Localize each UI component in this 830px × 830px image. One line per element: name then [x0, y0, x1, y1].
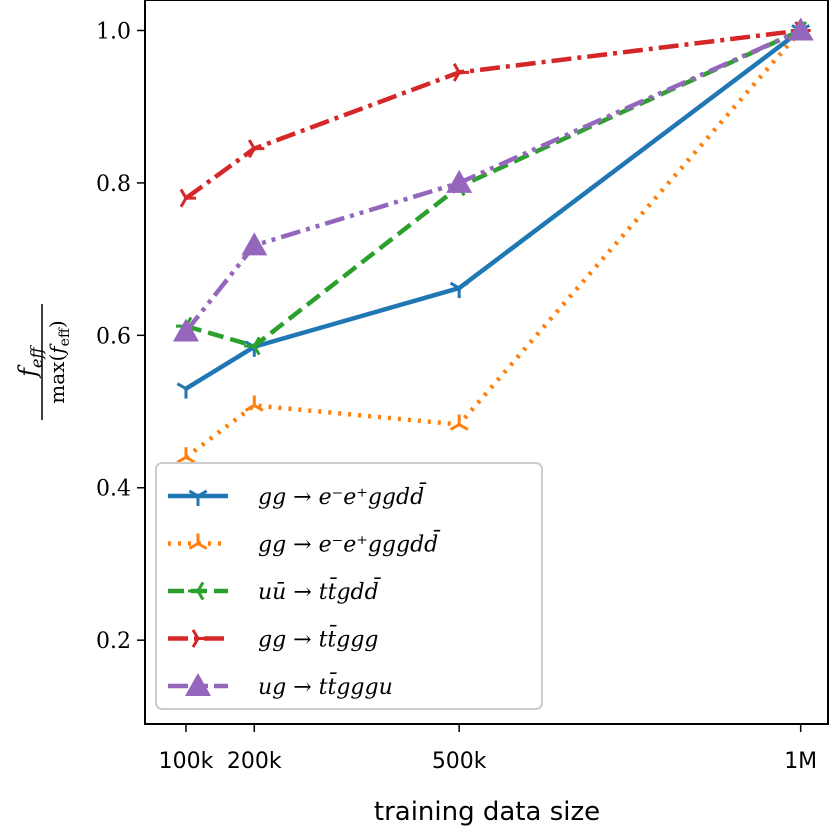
- legend-item: gg → e⁻e⁺ggdd̄: [168, 482, 427, 510]
- data-point: [247, 139, 265, 159]
- data-point: [179, 188, 196, 208]
- legend-label: gg → e⁻e⁺ggdd̄: [258, 482, 427, 510]
- legend-item: ug → tt̄gggu: [168, 672, 393, 700]
- series-4: [179, 21, 811, 208]
- legend-label: uū → tt̄gdd̄: [258, 577, 381, 605]
- data-point: [446, 169, 473, 193]
- legend-label: ug → tt̄gggu: [258, 672, 393, 700]
- y-tick-label: 0.8: [96, 172, 131, 197]
- x-tick-label: 200k: [227, 749, 282, 774]
- data-point: [452, 62, 470, 82]
- series-line: [184, 28, 803, 391]
- legend-item: gg → tt̄ggg: [168, 625, 379, 653]
- series-line: [184, 29, 803, 460]
- legend-box: [155, 462, 543, 710]
- x-axis: 100k 200k 500k 1M: [159, 724, 817, 774]
- y-tick-label: 0.6: [96, 324, 131, 349]
- legend-marker: [185, 673, 211, 696]
- x-tick-label: 1M: [784, 749, 817, 774]
- legend-marker: [188, 533, 208, 550]
- x-tick-label: 100k: [159, 749, 214, 774]
- y-axis: 0.2 0.4 0.6 0.8 1.0: [96, 19, 145, 654]
- y-axis-title-denominator: max(feff): [45, 320, 73, 403]
- series-5: [172, 17, 814, 342]
- y-tick-label: 1.0: [96, 19, 131, 44]
- legend-item: uū → tt̄gdd̄: [168, 577, 381, 605]
- data-point: [787, 17, 814, 41]
- x-axis-title: training data size: [374, 797, 600, 827]
- legend: gg → e⁻e⁺ggdd̄ gg → e⁻e⁺gggdd̄ uū → tt̄gdd…: [155, 462, 543, 710]
- y-axis-title-numerator: feff: [14, 344, 46, 378]
- y-tick-label: 0.4: [96, 477, 131, 502]
- series-layer: [172, 17, 814, 464]
- data-point: [176, 382, 196, 399]
- data-point: [244, 395, 264, 412]
- data-point: [176, 447, 196, 464]
- data-point: [241, 232, 268, 256]
- legend-marker: [188, 489, 208, 506]
- legend-marker: [188, 581, 205, 601]
- data-point: [449, 414, 469, 431]
- y-axis-title: feff max(feff): [14, 304, 73, 420]
- legend-label: gg → tt̄ggg: [258, 625, 379, 653]
- legend-item: gg → e⁻e⁺gggdd̄: [168, 530, 441, 558]
- data-point: [172, 318, 199, 342]
- legend-marker: [191, 629, 208, 648]
- data-point: [244, 336, 261, 356]
- series-line: [184, 28, 802, 333]
- series-1: [176, 24, 811, 399]
- x-tick-label: 500k: [432, 749, 487, 774]
- series-line: [184, 28, 801, 200]
- series-2: [176, 20, 811, 464]
- legend-label: gg → e⁻e⁺gggdd̄: [258, 530, 441, 558]
- data-point: [449, 281, 469, 299]
- y-tick-label: 0.2: [96, 629, 131, 654]
- plot-frame: [144, 0, 829, 725]
- series-line: [185, 28, 802, 349]
